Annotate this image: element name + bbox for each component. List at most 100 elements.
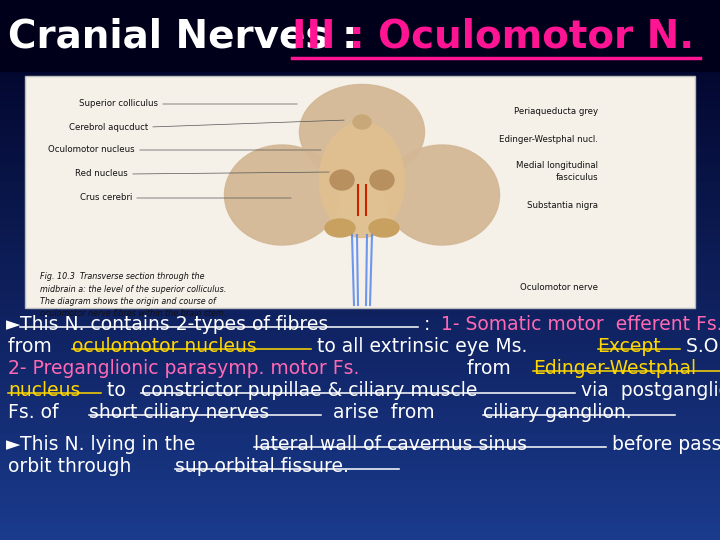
Text: Medial longitudinal: Medial longitudinal [516, 161, 598, 171]
Bar [0, 242, 720, 252]
Text: ►: ► [6, 315, 20, 334]
Bar [0, 17, 720, 27]
Bar [0, 71, 720, 81]
Bar [0, 188, 720, 198]
Bar [0, 404, 720, 414]
Text: 1- Somatic motor  efferent Fs.: 1- Somatic motor efferent Fs. [441, 315, 720, 334]
Bar [25, 76, 695, 308]
Bar [0, 431, 720, 441]
Bar [0, 296, 720, 306]
Bar [0, 233, 720, 243]
Text: Fig. 10.3  Transverse section through the
midbrain a: the level of the superior : Fig. 10.3 Transverse section through the… [40, 272, 226, 319]
Bar [0, 413, 720, 423]
Bar [0, 323, 720, 333]
Bar [0, 341, 720, 351]
Bar [0, 152, 720, 162]
Bar [0, 35, 720, 45]
Text: oculomotor nucleus: oculomotor nucleus [72, 337, 257, 356]
Bar [0, 26, 720, 36]
Ellipse shape [330, 170, 354, 190]
Text: Oculomotor nerve: Oculomotor nerve [520, 284, 598, 293]
Text: orbit through: orbit through [8, 457, 138, 476]
Bar [0, 44, 720, 54]
Ellipse shape [353, 115, 371, 129]
Ellipse shape [384, 145, 500, 245]
Ellipse shape [225, 145, 340, 245]
Text: to: to [102, 381, 132, 400]
Bar [0, 458, 720, 468]
Bar [0, 305, 720, 315]
Bar [0, 8, 720, 18]
Text: Substantia nigra: Substantia nigra [527, 201, 598, 211]
Bar [0, 170, 720, 180]
Bar [0, 440, 720, 450]
Bar [0, 197, 720, 207]
Bar [0, 359, 720, 369]
Bar [0, 89, 720, 99]
Bar [0, 269, 720, 279]
Bar [0, 422, 720, 432]
Text: Except: Except [598, 337, 661, 356]
Bar [0, 386, 720, 396]
Text: Crus cerebri: Crus cerebri [80, 193, 132, 202]
Bar [0, 314, 720, 324]
Bar [0, 476, 720, 486]
Text: sup.orbital fissure.: sup.orbital fissure. [175, 457, 348, 476]
Bar [0, 98, 720, 108]
Text: 2- Preganglionic parasymp. motor Fs.: 2- Preganglionic parasymp. motor Fs. [8, 359, 359, 378]
Bar [0, 251, 720, 261]
Text: Oculomotor nucleus: Oculomotor nucleus [48, 145, 135, 154]
Bar [0, 467, 720, 477]
Bar [0, 0, 720, 9]
Text: Cerebrol aqucduct: Cerebrol aqucduct [68, 123, 148, 132]
Text: S.O &L.R.: S.O &L.R. [680, 337, 720, 356]
Text: Fs. of: Fs. of [8, 403, 71, 422]
Text: lateral wall of cavernus sinus: lateral wall of cavernus sinus [254, 435, 527, 454]
Ellipse shape [370, 170, 394, 190]
Bar [0, 521, 720, 531]
Bar [0, 530, 720, 540]
Text: This N. lying in the: This N. lying in the [20, 435, 202, 454]
Ellipse shape [320, 123, 405, 238]
Bar [0, 512, 720, 522]
Text: constrictor pupillae & ciliary muscle: constrictor pupillae & ciliary muscle [141, 381, 477, 400]
Text: Cranial Nerves :: Cranial Nerves : [8, 17, 371, 55]
Bar [0, 80, 720, 90]
Ellipse shape [300, 84, 425, 179]
Bar [0, 287, 720, 297]
Text: via  postganglionic: via postganglionic [575, 381, 720, 400]
Ellipse shape [325, 219, 355, 237]
Bar [0, 0, 720, 72]
Text: arise  from: arise from [321, 403, 447, 422]
Text: to all extrinsic eye Ms.: to all extrinsic eye Ms. [310, 337, 533, 356]
Text: Edinger-Westphal: Edinger-Westphal [534, 359, 696, 378]
Text: from: from [8, 337, 58, 356]
Bar [0, 395, 720, 405]
Text: ciliary ganglion.: ciliary ganglion. [483, 403, 632, 422]
Bar [0, 503, 720, 513]
Bar [0, 350, 720, 360]
Bar [0, 206, 720, 216]
Bar [0, 125, 720, 135]
Text: Superior colliculus: Superior colliculus [79, 99, 158, 109]
Bar [0, 332, 720, 342]
Text: ►: ► [6, 435, 20, 454]
Text: Red nucleus: Red nucleus [76, 170, 128, 179]
Bar [0, 278, 720, 288]
Bar [0, 485, 720, 495]
Text: nucleus: nucleus [8, 381, 81, 400]
Bar [0, 161, 720, 171]
Bar [0, 107, 720, 117]
Text: Periaqueducta grey: Periaqueducta grey [514, 107, 598, 117]
Bar [0, 62, 720, 72]
Bar [0, 134, 720, 144]
Text: :: : [418, 315, 436, 334]
Ellipse shape [369, 219, 399, 237]
Text: short ciliary nerves: short ciliary nerves [89, 403, 269, 422]
Text: III : Oculomotor N.: III : Oculomotor N. [292, 17, 694, 55]
Bar [0, 494, 720, 504]
Bar [0, 260, 720, 270]
Text: This N. contains 2-types of fibres: This N. contains 2-types of fibres [20, 315, 328, 334]
Bar [0, 224, 720, 234]
Text: before passes to: before passes to [606, 435, 720, 454]
